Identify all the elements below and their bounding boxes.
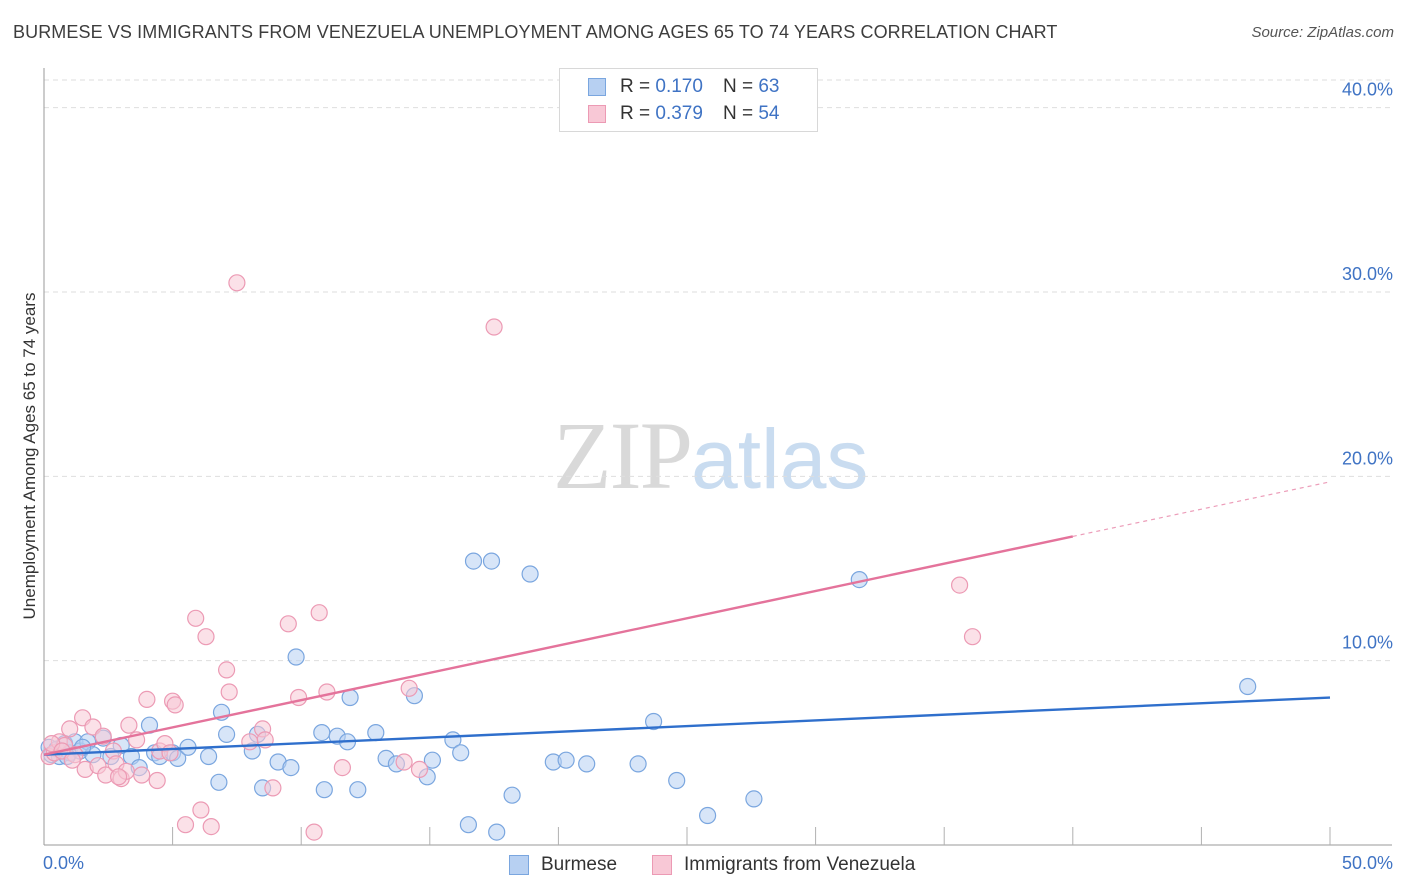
legend-r-label: R = bbox=[620, 103, 651, 124]
data-point-burmese bbox=[578, 755, 596, 773]
data-point-burmese bbox=[644, 712, 663, 731]
data-point-burmese bbox=[503, 786, 521, 804]
data-point-burmese bbox=[349, 781, 367, 799]
bottom-legend-burmese: Burmese bbox=[509, 851, 617, 879]
x-tick-label-max: 50.0% bbox=[1342, 853, 1393, 873]
data-point-venezuela bbox=[400, 679, 418, 697]
data-point-venezuela bbox=[109, 768, 128, 786]
data-point-venezuela bbox=[264, 779, 282, 797]
legend-n-label: N = bbox=[722, 76, 754, 97]
data-point-venezuela bbox=[166, 696, 184, 714]
legend-swatch-burmese bbox=[588, 78, 606, 96]
data-point-burmese bbox=[313, 723, 331, 742]
legend-row-venezuela: R = 0.379 N = 54 bbox=[588, 101, 779, 127]
data-point-burmese bbox=[423, 751, 441, 769]
y-tick-label: 20.0% bbox=[1342, 448, 1393, 468]
data-point-venezuela bbox=[279, 615, 297, 633]
watermark-atlas: atlas bbox=[691, 412, 869, 506]
y-tick-label: 10.0% bbox=[1342, 633, 1393, 653]
y-axis-label: Unemployment Among Ages 65 to 74 years bbox=[20, 293, 39, 620]
bottom-legend-label-burmese: Burmese bbox=[541, 854, 618, 875]
axis-layer bbox=[43, 68, 1392, 846]
data-point-venezuela bbox=[290, 688, 308, 707]
data-point-venezuela bbox=[161, 744, 179, 762]
legend-r-value: 0.170 bbox=[655, 76, 703, 97]
data-point-venezuela bbox=[333, 758, 351, 777]
trend-line-burmese bbox=[43, 696, 1331, 756]
grid-layer bbox=[44, 79, 1392, 662]
data-point-venezuela bbox=[138, 690, 156, 709]
data-point-venezuela bbox=[197, 628, 215, 646]
data-point-venezuela bbox=[120, 716, 138, 734]
data-point-burmese bbox=[629, 755, 647, 773]
data-point-burmese bbox=[521, 565, 539, 583]
data-point-venezuela bbox=[963, 628, 982, 646]
data-point-venezuela bbox=[63, 751, 81, 769]
legend-n-value: 63 bbox=[758, 76, 780, 97]
data-point-venezuela bbox=[218, 661, 236, 679]
y-tick-label: 40.0% bbox=[1342, 80, 1393, 100]
chart-title: BURMESE VS IMMIGRANTS FROM VENEZUELA UNE… bbox=[13, 22, 1058, 42]
legend-swatch-venezuela bbox=[588, 105, 606, 123]
data-point-burmese bbox=[482, 552, 501, 570]
watermark: ZIPatlas bbox=[553, 400, 868, 511]
y-tick-label: 30.0% bbox=[1342, 264, 1393, 284]
data-point-burmese bbox=[218, 725, 236, 744]
chart-source: Source: ZipAtlas.com bbox=[1251, 24, 1394, 41]
data-point-burmese bbox=[745, 790, 763, 808]
data-point-venezuela bbox=[220, 683, 238, 701]
data-point-burmese bbox=[1239, 677, 1257, 696]
data-point-venezuela bbox=[305, 823, 323, 841]
data-point-burmese bbox=[668, 771, 686, 790]
bottom-legend-venezuela: Immigrants from Venezuela bbox=[652, 851, 915, 879]
data-point-burmese bbox=[557, 751, 575, 769]
legend: R = 0.170 N = 63 R = 0.379 N = 54 bbox=[559, 68, 818, 132]
trend-line-venezuela-extension bbox=[1072, 481, 1331, 538]
legend-n-label: N = bbox=[722, 103, 754, 124]
data-point-burmese bbox=[282, 758, 300, 777]
data-point-venezuela bbox=[485, 318, 503, 336]
watermark-zip: ZIP bbox=[553, 402, 693, 509]
data-point-burmese bbox=[698, 806, 717, 825]
data-point-venezuela bbox=[318, 683, 336, 701]
data-point-venezuela bbox=[310, 604, 328, 622]
legend-row-burmese: R = 0.170 N = 63 bbox=[588, 74, 779, 100]
data-point-venezuela bbox=[148, 771, 166, 790]
data-point-venezuela bbox=[228, 274, 246, 292]
data-point-venezuela bbox=[187, 609, 205, 627]
x-tick-label-min: 0.0% bbox=[43, 853, 84, 873]
points-layer bbox=[40, 274, 1257, 841]
data-point-venezuela bbox=[410, 760, 429, 779]
data-point-burmese bbox=[287, 648, 305, 666]
data-point-venezuela bbox=[61, 720, 79, 738]
data-point-venezuela bbox=[950, 576, 969, 594]
legend-n-value: 54 bbox=[758, 103, 780, 124]
data-point-venezuela bbox=[176, 816, 195, 834]
data-point-burmese bbox=[452, 744, 470, 762]
data-point-venezuela bbox=[241, 733, 259, 751]
bottom-legend-swatch-burmese bbox=[509, 855, 529, 875]
legend-r-label: R = bbox=[620, 76, 651, 97]
data-point-venezuela bbox=[395, 753, 413, 771]
data-point-burmese bbox=[200, 747, 218, 766]
data-point-burmese bbox=[315, 781, 333, 799]
bottom-legend-label-venezuela: Immigrants from Venezuela bbox=[684, 854, 916, 875]
label-layer: 10.0% 20.0% 30.0% 40.0% 0.0% 50.0% Unemploymen… bbox=[20, 80, 1393, 873]
trend-line-venezuela bbox=[43, 535, 1074, 756]
data-point-burmese bbox=[459, 816, 477, 834]
data-point-venezuela bbox=[202, 817, 220, 836]
trend-layer bbox=[43, 481, 1331, 756]
legend-r-value: 0.379 bbox=[655, 103, 703, 124]
bottom-legend-swatch-venezuela bbox=[652, 855, 672, 875]
data-point-burmese bbox=[488, 823, 506, 841]
data-point-venezuela bbox=[133, 766, 151, 784]
data-point-burmese bbox=[210, 773, 228, 791]
data-point-burmese bbox=[367, 723, 385, 742]
data-point-venezuela bbox=[192, 801, 210, 819]
data-point-burmese bbox=[464, 552, 483, 570]
